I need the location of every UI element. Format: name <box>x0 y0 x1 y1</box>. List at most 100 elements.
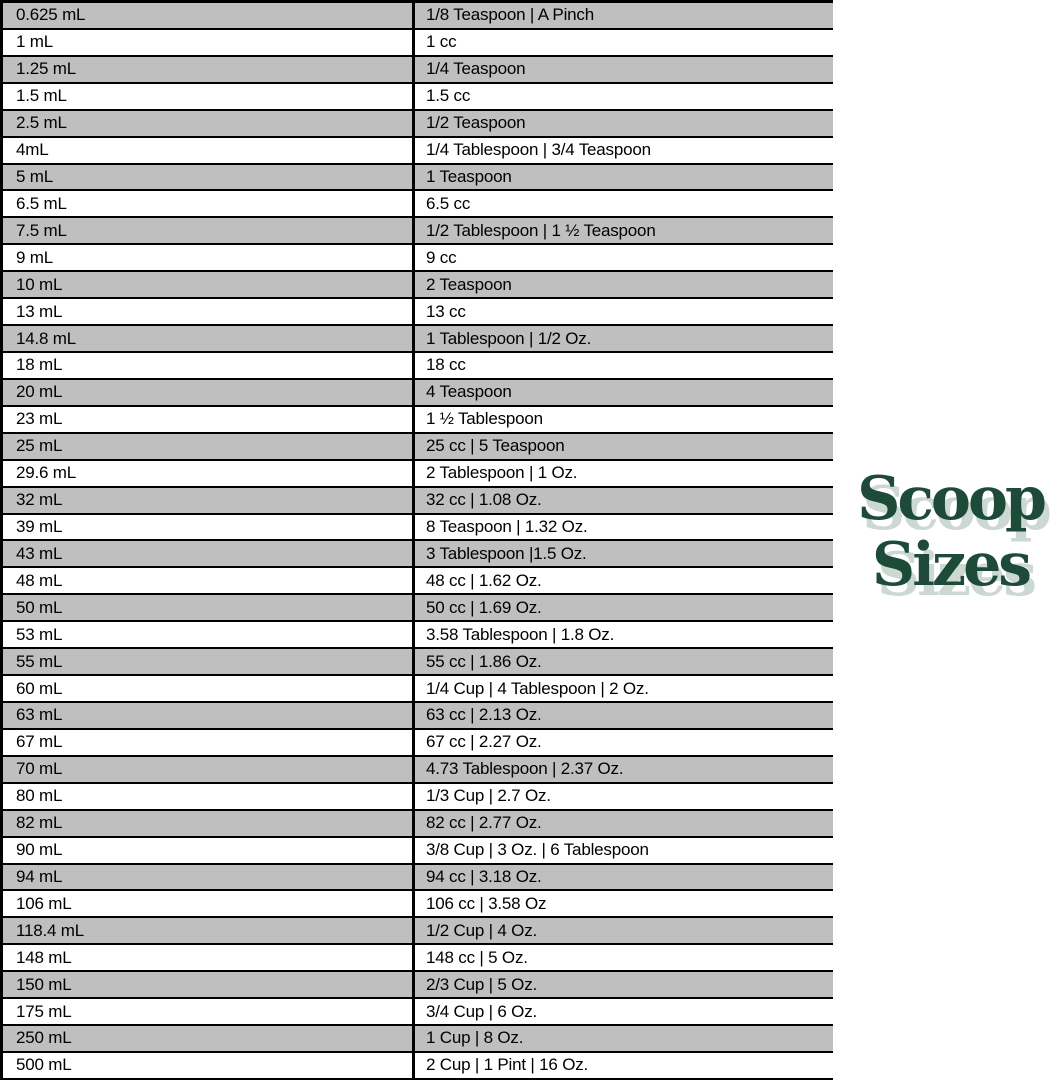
ml-cell: 10 mL <box>3 272 415 298</box>
table-row: 55 mL 55 cc | 1.86 Oz. <box>3 649 833 677</box>
ml-cell: 4mL <box>3 137 415 163</box>
ml-cell: 53 mL <box>3 622 415 648</box>
ml-cell: 39 mL <box>3 514 415 540</box>
equivalent-cell: 1 Cup | 8 Oz. <box>426 1028 524 1048</box>
equivalent-cell: 2 Teaspoon <box>426 274 512 294</box>
table-row: 500 mL 2 Cup | 1 Pint | 16 Oz. <box>3 1052 833 1080</box>
ml-cell: 48 mL <box>3 568 415 594</box>
ml-cell: 500 mL <box>3 1052 415 1078</box>
conversion-table: 0.625 mL 1/8 Teaspoon | A Pinch 1 mL 1 cc 1.… <box>0 0 833 1080</box>
equivalent-cell: 63 cc | 2.13 Oz. <box>426 705 542 725</box>
table-row: 150 mL 2/3 Cup | 5 Oz. <box>3 972 833 1000</box>
equivalent-cell: 3.58 Tablespoon | 1.8 Oz. <box>426 624 615 644</box>
equivalent-cell: 2 Cup | 1 Pint | 16 Oz. <box>426 1055 589 1075</box>
equivalent-cell: 1/4 Tablespoon | 3/4 Teaspoon <box>426 140 651 160</box>
equivalent-cell: 25 cc | 5 Teaspoon <box>426 436 565 456</box>
table-row: 67 mL 67 cc | 2.27 Oz. <box>3 729 833 757</box>
ml-cell: 14.8 mL <box>3 326 415 351</box>
equivalent-cell: 55 cc | 1.86 Oz. <box>426 651 542 671</box>
table-row: 1 mL 1 cc <box>3 29 833 57</box>
table-row: 106 mL 106 cc | 3.58 Oz <box>3 891 833 919</box>
ml-cell: 67 mL <box>3 729 415 755</box>
ml-cell: 1 mL <box>3 29 415 55</box>
table-row: 53 mL 3.58 Tablespoon | 1.8 Oz. <box>3 622 833 650</box>
ml-cell: 20 mL <box>3 379 415 405</box>
ml-cell: 106 mL <box>3 891 415 917</box>
ml-cell: 2.5 mL <box>3 110 415 136</box>
equivalent-cell: 1.5 cc <box>426 86 471 106</box>
ml-cell: 94 mL <box>3 864 415 890</box>
ml-cell: 148 mL <box>3 945 415 971</box>
ml-cell: 175 mL <box>3 999 415 1025</box>
ml-cell: 1.25 mL <box>3 56 415 82</box>
table-row: 13 mL 13 cc <box>3 299 833 327</box>
ml-cell: 118.4 mL <box>3 918 415 944</box>
ml-cell: 29.6 mL <box>3 460 415 486</box>
ml-cell: 18 mL <box>3 352 415 378</box>
equivalent-cell: 1 Tablespoon | 1/2 Oz. <box>426 328 592 348</box>
ml-cell: 55 mL <box>3 649 415 675</box>
scoop-sizes-logo: Scoop Sizes <box>838 466 1063 598</box>
ml-cell: 9 mL <box>3 245 415 271</box>
equivalent-cell: 9 cc <box>426 247 457 267</box>
table-row: 175 mL 3/4 Cup | 6 Oz. <box>3 999 833 1027</box>
table-row: 20 mL 4 Teaspoon <box>3 379 833 407</box>
table-row: 1.25 mL 1/4 Teaspoon <box>3 56 833 84</box>
table-row: 9 mL 9 cc <box>3 245 833 273</box>
equivalent-cell: 1/2 Cup | 4 Oz. <box>426 920 538 940</box>
logo-line-1: Scoop <box>857 464 1047 534</box>
equivalent-cell: 106 cc | 3.58 Oz <box>426 893 547 913</box>
ml-cell: 43 mL <box>3 541 415 567</box>
equivalent-cell: 50 cc | 1.69 Oz. <box>426 597 542 617</box>
table-row: 90 mL 3/8 Cup | 3 Oz. | 6 Tablespoon <box>3 837 833 865</box>
table-row: 2.5 mL 1/2 Teaspoon <box>3 110 833 138</box>
table-row: 10 mL 2 Teaspoon <box>3 272 833 300</box>
equivalent-cell: 13 cc <box>426 301 466 321</box>
table-row: 94 mL 94 cc | 3.18 Oz. <box>3 864 833 892</box>
table-row: 50 mL 50 cc | 1.69 Oz. <box>3 595 833 623</box>
equivalent-cell: 4.73 Tablespoon | 2.37 Oz. <box>426 759 624 779</box>
ml-cell: 70 mL <box>3 756 415 782</box>
ml-cell: 25 mL <box>3 433 415 459</box>
ml-cell: 60 mL <box>3 676 415 701</box>
ml-cell: 0.625 mL <box>3 3 415 28</box>
equivalent-cell: 4 Teaspoon <box>426 382 512 402</box>
equivalent-cell: 1 ½ Tablespoon <box>426 409 543 429</box>
table-row: 70 mL 4.73 Tablespoon | 2.37 Oz. <box>3 756 833 784</box>
ml-cell: 7.5 mL <box>3 218 415 244</box>
equivalent-cell: 1 Teaspoon <box>426 166 512 186</box>
equivalent-cell: 1/8 Teaspoon | A Pinch <box>426 5 594 25</box>
ml-cell: 250 mL <box>3 1026 415 1051</box>
table-row: 60 mL 1/4 Cup | 4 Tablespoon | 2 Oz. <box>3 676 833 703</box>
table-row: 80 mL 1/3 Cup | 2.7 Oz. <box>3 783 833 811</box>
ml-cell: 32 mL <box>3 487 415 513</box>
table-row: 23 mL 1 ½ Tablespoon <box>3 406 833 434</box>
table-row: 25 mL 25 cc | 5 Teaspoon <box>3 433 833 461</box>
equivalent-cell: 1/3 Cup | 2.7 Oz. <box>426 786 551 806</box>
table-row: 250 mL 1 Cup | 8 Oz. <box>3 1026 833 1053</box>
ml-cell: 80 mL <box>3 783 415 809</box>
table-row: 63 mL 63 cc | 2.13 Oz. <box>3 702 833 730</box>
ml-cell: 50 mL <box>3 595 415 621</box>
equivalent-cell: 1 cc <box>426 32 457 52</box>
ml-cell: 23 mL <box>3 406 415 432</box>
table-row: 4mL 1/4 Tablespoon | 3/4 Teaspoon <box>3 137 833 165</box>
ml-cell: 5 mL <box>3 164 415 190</box>
ml-cell: 63 mL <box>3 702 415 728</box>
equivalent-cell: 3/4 Cup | 6 Oz. <box>426 1001 538 1021</box>
equivalent-cell: 3/8 Cup | 3 Oz. | 6 Tablespoon <box>426 840 649 860</box>
logo-line-2: Sizes <box>871 530 1032 600</box>
equivalent-cell: 148 cc | 5 Oz. <box>426 947 528 967</box>
table-row: 32 mL 32 cc | 1.08 Oz. <box>3 487 833 515</box>
equivalent-cell: 1/2 Tablespoon | 1 ½ Teaspoon <box>426 220 656 240</box>
ml-cell: 13 mL <box>3 299 415 325</box>
table-row: 148 mL 148 cc | 5 Oz. <box>3 945 833 973</box>
ml-cell: 6.5 mL <box>3 191 415 217</box>
equivalent-cell: 3 Tablespoon |1.5 Oz. <box>426 543 587 563</box>
ml-cell: 90 mL <box>3 837 415 863</box>
table-row: 118.4 mL 1/2 Cup | 4 Oz. <box>3 918 833 946</box>
table-row: 1.5 mL 1.5 cc <box>3 83 833 111</box>
table-row: 7.5 mL 1/2 Tablespoon | 1 ½ Teaspoon <box>3 218 833 246</box>
table-row: 6.5 mL 6.5 cc <box>3 191 833 219</box>
